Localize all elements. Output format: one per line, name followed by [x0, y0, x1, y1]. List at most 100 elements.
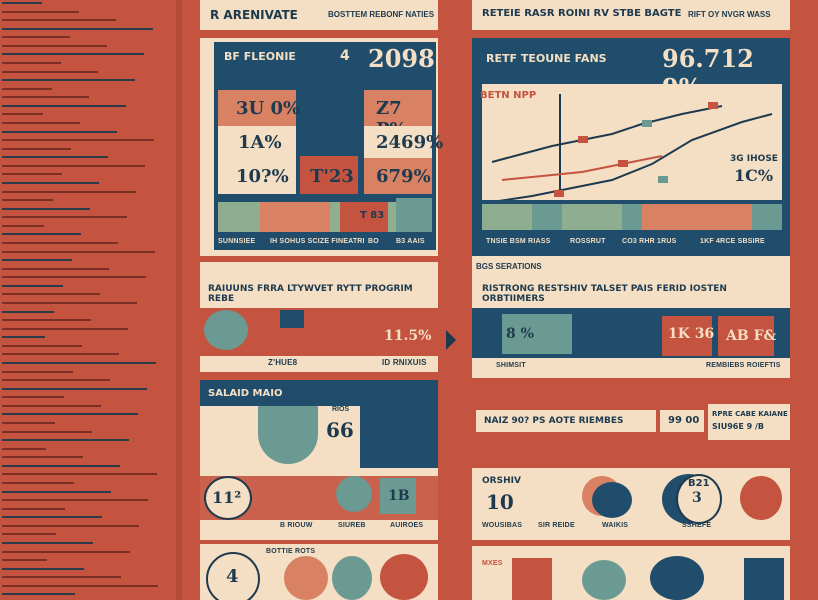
- header-title: RETEIE RASR ROINI RV STBE BAGTE: [482, 8, 682, 19]
- trend-panel: RETF TEOUNE FANS 96.712 9% BETN NPP 3G I…: [472, 38, 790, 256]
- footer-label: B RIOUW: [280, 522, 313, 529]
- footer-label: IH SOHUS SCIZE FINEATRI: [270, 238, 365, 245]
- footer-label: CO3 RHR 1RUS: [622, 238, 677, 245]
- sidebar-text-line: [2, 473, 157, 476]
- sidebar-text-line: [2, 242, 118, 244]
- footer-label: SIR REIDE: [538, 522, 575, 529]
- data-point: [642, 120, 652, 127]
- sidebar-text-line: [2, 2, 42, 4]
- map-panel: RAIUUNS FRRA LTYWVET RYTT PROGRIM REBE 1…: [200, 262, 438, 372]
- data-point: [578, 136, 588, 143]
- card-number: 4: [226, 566, 239, 587]
- footer-label: SIUREB: [338, 522, 366, 529]
- sidebar-text-line: [2, 70, 98, 73]
- sidebar-text-line: [2, 404, 101, 407]
- stats-panel: BF FLEONIE 4 2098 3U 0% Z7 P% 1A% 2469% …: [200, 38, 443, 256]
- sidebar-text-line: [2, 182, 99, 184]
- side-text: 3G IHOSE: [730, 154, 778, 164]
- footer-label: ROSSRUT: [570, 238, 606, 245]
- stat-value: 8 %: [506, 326, 534, 342]
- illustration-block: [260, 202, 330, 232]
- footer-label: Z'HUE8: [268, 358, 298, 367]
- panel-title: RAIUUNS FRRA LTYWVET RYTT PROGRIM REBE: [208, 284, 413, 304]
- stat-value: AB F&: [726, 328, 777, 344]
- small-value: 11.5%: [384, 328, 432, 344]
- card-shape: [744, 558, 784, 600]
- banner-tag: [660, 410, 704, 432]
- stat-value: 3U 0%: [236, 98, 301, 119]
- sidebar-text-line: [2, 507, 65, 510]
- panel-header: BGS SERATIONS: [476, 262, 542, 271]
- data-point: [708, 102, 718, 109]
- sidebar-text-line: [2, 190, 136, 193]
- sidebar-text-line: [2, 27, 153, 30]
- card-circle: [332, 556, 372, 600]
- feature-panel: SALAID MAIO RIOS 66 11² 1B B RIOUW SIURE…: [200, 380, 438, 540]
- sidebar-text-line: [2, 293, 100, 296]
- sidebar-text-line: [2, 284, 63, 287]
- card-shape: [512, 558, 552, 600]
- banner-panel: NAIZ 90? PS AOTE RIEMBES 99 00 RPRE CABE…: [472, 382, 790, 452]
- sidebar-text-line: [2, 593, 75, 596]
- footer-label: BO: [368, 238, 379, 245]
- data-point: [618, 160, 628, 167]
- panel-mark: 4: [340, 48, 350, 64]
- stat-tile: [364, 126, 432, 158]
- map-shape: [204, 310, 248, 350]
- sidebar-text-line: [2, 233, 81, 236]
- chart-area: [482, 84, 782, 200]
- bottom-card: 4 BOTTIE ROTS: [200, 544, 438, 600]
- side-value: 1C%: [734, 166, 774, 185]
- sidebar-text-line: [2, 370, 73, 373]
- small-label: RIOS: [332, 406, 350, 413]
- sidebar-text-line: [2, 542, 93, 544]
- stat-tile: [218, 126, 296, 158]
- map-region: [662, 316, 712, 356]
- panel-top-bar: [200, 380, 438, 406]
- feature-illustration: [258, 406, 318, 464]
- header-title: R ARENIVATE: [210, 8, 298, 22]
- sidebar-text-line: [2, 302, 137, 304]
- sidebar-text-line: [2, 413, 138, 416]
- panel-title: SALAID MAIO: [208, 388, 283, 399]
- sidebar-text-line: [2, 482, 74, 484]
- sidebar-text-line: [2, 319, 91, 322]
- big-number: 2098: [368, 44, 435, 73]
- sidebar-text-line: [2, 550, 130, 553]
- sidebar-text-line: [2, 353, 119, 356]
- sidebar-text-line: [2, 439, 129, 442]
- card-value: 1B: [388, 488, 410, 504]
- series-line: [498, 113, 773, 200]
- sidebar-text-line: [2, 173, 62, 176]
- line-chart: [491, 94, 773, 200]
- illustration-block: [340, 202, 388, 232]
- badge-value: 3: [692, 490, 702, 506]
- sidebar-text-line: [2, 584, 158, 587]
- sidebar-text-line: [2, 516, 102, 519]
- footer-label: ID RNIXUIS: [382, 358, 427, 367]
- sidebar-text-line: [2, 259, 72, 262]
- top-right-header: RETEIE RASR ROINI RV STBE BAGTE RIFT OY …: [472, 0, 790, 30]
- stat-tile: [364, 158, 432, 194]
- sidebar-text-line: [2, 207, 90, 210]
- footer-label: 1KF 4RCE SBSIRE: [700, 238, 765, 245]
- small-value: T 83: [360, 210, 385, 221]
- card-circle: [206, 552, 260, 600]
- footer-label: SSHEFE: [682, 522, 712, 529]
- banner-text: NAIZ 90? PS AOTE RIEMBES: [484, 416, 624, 426]
- big-number: 10: [486, 490, 514, 514]
- sidebar-text-line: [2, 379, 110, 382]
- cards-panel: ORSHIV 10 B21 3 WOUSIBAS SIR REIDE WAIKI…: [472, 468, 790, 540]
- feature-block: [360, 406, 438, 468]
- stat-tile: [218, 90, 296, 126]
- data-point: [658, 176, 668, 183]
- sidebar-text-line: [2, 336, 45, 339]
- sidebar-text-line: [2, 464, 120, 467]
- card-circle: [204, 476, 252, 520]
- sidebar-text-line: [2, 139, 154, 142]
- panel-title: RETF TEOUNE FANS: [486, 52, 607, 65]
- stat-value: 1A%: [238, 132, 282, 153]
- side-text: SIU96E 9 /B: [712, 422, 764, 431]
- footer-label: WOUSIBAS: [482, 522, 523, 529]
- sidebar-text-line: [2, 96, 89, 99]
